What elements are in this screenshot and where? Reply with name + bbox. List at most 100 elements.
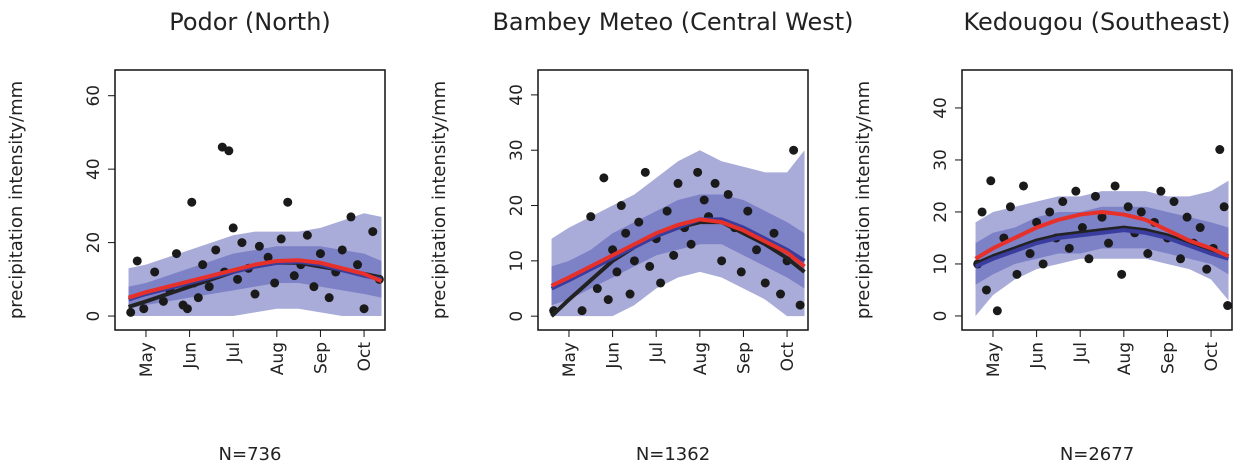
y-tick-label: 30 bbox=[931, 149, 951, 171]
data-point bbox=[592, 284, 602, 294]
x-tick-label: Sep bbox=[1158, 342, 1178, 374]
sample-size: N=736 bbox=[219, 444, 282, 465]
x-tick-label: Oct bbox=[1202, 342, 1222, 372]
data-point bbox=[1143, 249, 1153, 259]
data-point bbox=[795, 300, 805, 310]
data-point bbox=[1176, 254, 1186, 264]
plot-frame bbox=[537, 69, 809, 331]
y-tick-label: 20 bbox=[507, 195, 527, 217]
y-tick-label: 40 bbox=[84, 158, 104, 180]
panel-title: Kedougou (Southeast) bbox=[963, 8, 1230, 36]
fit-line bbox=[127, 258, 383, 300]
panel: Kedougou (Southeast) precipitation intens… bbox=[853, 8, 1233, 465]
data-point bbox=[1019, 181, 1029, 191]
fit-line bbox=[550, 217, 806, 291]
data-point bbox=[139, 304, 149, 314]
data-point bbox=[656, 278, 666, 288]
data-point bbox=[603, 295, 613, 305]
panel: Podor (North) precipitation intensity/mm N… bbox=[6, 8, 386, 465]
data-point bbox=[612, 267, 622, 277]
y-axis-label: precipitation intensity/mm bbox=[429, 81, 450, 319]
x-tick-label: Sep bbox=[734, 342, 754, 374]
data-point bbox=[736, 267, 746, 277]
y-axis-label: precipitation intensity/mm bbox=[853, 81, 874, 319]
sample-size: N=1362 bbox=[636, 444, 710, 465]
data-point bbox=[640, 167, 650, 177]
data-point bbox=[1110, 181, 1120, 191]
data-point bbox=[233, 274, 243, 284]
data-point bbox=[346, 212, 356, 222]
data-point bbox=[204, 282, 214, 292]
data-point bbox=[752, 245, 762, 255]
x-tick-label: May bbox=[984, 342, 1004, 377]
data-point bbox=[1215, 145, 1225, 155]
data-point bbox=[992, 306, 1002, 316]
y-tick-label: 40 bbox=[507, 84, 527, 106]
data-point bbox=[621, 228, 631, 238]
y-tick-label: 10 bbox=[507, 250, 527, 272]
data-point bbox=[315, 249, 325, 259]
panel-title: Podor (North) bbox=[169, 8, 331, 36]
data-point bbox=[150, 267, 160, 277]
data-point bbox=[723, 189, 733, 199]
data-point bbox=[699, 195, 709, 205]
data-point bbox=[1045, 207, 1055, 217]
y-tick-label: 0 bbox=[931, 311, 951, 322]
x-tick-label: Jun bbox=[604, 342, 624, 370]
x-tick-label: Aug bbox=[268, 342, 288, 375]
data-point bbox=[228, 223, 238, 233]
data-point bbox=[1136, 207, 1146, 217]
fit-line bbox=[974, 209, 1230, 261]
data-point bbox=[187, 197, 197, 207]
data-point bbox=[1084, 254, 1094, 264]
data-point bbox=[263, 252, 273, 262]
data-point bbox=[669, 250, 679, 260]
plot-frame bbox=[961, 69, 1233, 331]
data-point bbox=[1195, 223, 1205, 233]
x-tick-label: Jun bbox=[1028, 342, 1048, 370]
data-point bbox=[289, 271, 299, 281]
plot-frame bbox=[114, 69, 386, 331]
data-point bbox=[324, 293, 334, 303]
x-tick-label: Sep bbox=[311, 342, 331, 374]
fit-line bbox=[550, 217, 806, 288]
data-point bbox=[1202, 264, 1212, 274]
x-tick-label: May bbox=[560, 342, 580, 377]
data-point bbox=[986, 176, 996, 186]
y-tick-label: 0 bbox=[84, 311, 104, 322]
data-point bbox=[217, 142, 227, 152]
data-point bbox=[193, 293, 203, 303]
uncertainty-band bbox=[551, 194, 805, 306]
fit-line bbox=[974, 228, 1230, 269]
data-point bbox=[1032, 217, 1042, 227]
data-point bbox=[1223, 301, 1233, 311]
data-point bbox=[717, 256, 727, 266]
data-point bbox=[182, 304, 192, 314]
data-point bbox=[1156, 186, 1166, 196]
data-point bbox=[1090, 191, 1100, 201]
x-tick-label: Jul bbox=[224, 342, 244, 364]
panel: Bambey Meteo (Central West) precipitation… bbox=[429, 8, 854, 465]
data-point bbox=[1038, 259, 1048, 269]
data-point bbox=[1064, 243, 1074, 253]
data-point bbox=[577, 306, 587, 316]
data-point bbox=[158, 296, 168, 306]
data-point bbox=[710, 178, 720, 188]
data-point bbox=[368, 227, 378, 237]
data-point bbox=[198, 260, 208, 270]
data-point bbox=[743, 206, 753, 216]
data-point bbox=[760, 278, 770, 288]
data-point bbox=[625, 289, 635, 299]
data-point bbox=[616, 201, 626, 211]
x-tick-label: May bbox=[137, 342, 157, 377]
data-point bbox=[276, 234, 286, 244]
data-point bbox=[1058, 197, 1068, 207]
data-point bbox=[1182, 212, 1192, 222]
data-point bbox=[337, 245, 347, 255]
x-tick-label: Jul bbox=[647, 342, 667, 364]
y-tick-label: 10 bbox=[931, 253, 951, 275]
x-tick-label: Jul bbox=[1071, 342, 1091, 364]
data-point bbox=[126, 307, 136, 317]
fit-line bbox=[974, 225, 1230, 266]
data-point bbox=[1012, 269, 1022, 279]
